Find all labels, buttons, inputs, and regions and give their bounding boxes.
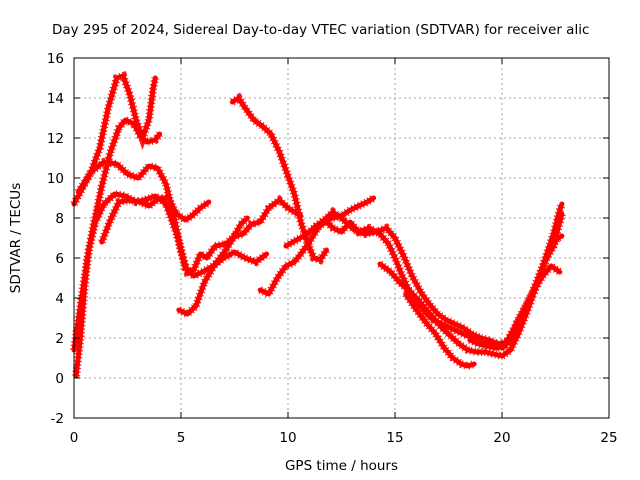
y-axis-label: SDTVAR / TECUs <box>8 183 24 293</box>
x-axis-label: GPS time / hours <box>285 458 398 474</box>
axis-ticks: 0 5 10 15 20 25 -2 0 2 4 6 8 10 12 14 16 <box>47 51 618 446</box>
x-tick-label: 25 <box>600 430 617 446</box>
x-tick-label: 20 <box>493 430 510 446</box>
series-group <box>70 71 566 379</box>
y-tick-label: 0 <box>55 371 64 387</box>
y-tick-label: 6 <box>55 251 64 267</box>
y-tick-label: 4 <box>55 291 64 307</box>
x-tick-label: 5 <box>177 430 186 446</box>
series-markers-satellite-12 <box>402 291 476 371</box>
series-markers-satellite-2 <box>70 115 163 351</box>
x-tick-label: 0 <box>70 430 79 446</box>
series-markers-satellite-13 <box>468 212 566 353</box>
series-line-satellite-2 <box>71 117 163 353</box>
series-markers-satellite-8 <box>258 194 376 300</box>
y-tick-label: 14 <box>47 91 64 107</box>
y-tick-label: 8 <box>55 211 64 227</box>
y-tick-label: 10 <box>47 171 64 187</box>
y-tick-label: 12 <box>47 131 64 147</box>
y-tick-label: 2 <box>55 331 64 347</box>
series-line-satellite-6 <box>176 215 250 317</box>
plot-frame <box>73 57 610 419</box>
grid <box>74 58 609 418</box>
series-line-satellite-3 <box>73 191 270 379</box>
x-tick-label: 10 <box>279 430 296 446</box>
y-tick-label: -2 <box>51 411 64 427</box>
series-markers-satellite-7 <box>230 92 330 265</box>
x-tick-label: 15 <box>386 430 403 446</box>
y-tick-label: 16 <box>47 51 64 67</box>
series-markers-satellite-4 <box>74 157 303 278</box>
series-markers-satellite-5 <box>98 194 212 244</box>
chart-title: Day 295 of 2024, Sidereal Day-to-day VTE… <box>52 22 589 38</box>
